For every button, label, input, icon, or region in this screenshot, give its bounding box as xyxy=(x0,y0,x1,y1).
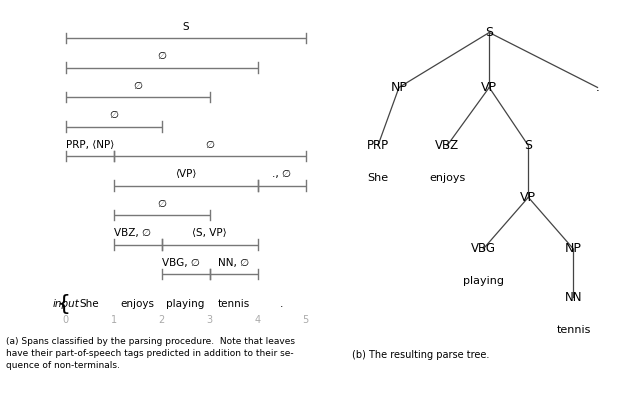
Text: NN: NN xyxy=(564,291,582,304)
Text: NP: NP xyxy=(565,243,582,256)
Text: PRP, ⟨NP⟩: PRP, ⟨NP⟩ xyxy=(66,139,114,150)
Text: .: . xyxy=(596,81,600,94)
Text: VP: VP xyxy=(520,191,536,204)
Text: S: S xyxy=(524,139,532,152)
Text: VBG: VBG xyxy=(470,243,496,256)
Text: 1: 1 xyxy=(111,315,116,325)
Text: ∅: ∅ xyxy=(133,81,142,91)
Text: 4: 4 xyxy=(255,315,260,325)
Text: ∅: ∅ xyxy=(157,51,166,61)
Text: input: input xyxy=(52,299,79,309)
Text: S: S xyxy=(182,22,189,31)
Text: 3: 3 xyxy=(207,315,212,325)
Text: tennis: tennis xyxy=(218,299,250,309)
Text: ., ∅: ., ∅ xyxy=(272,169,291,179)
Text: NN, ∅: NN, ∅ xyxy=(218,258,249,267)
Text: ⟨S, VP⟩: ⟨S, VP⟩ xyxy=(192,228,227,238)
Text: (a) Spans classified by the parsing procedure.  Note that leaves
have their part: (a) Spans classified by the parsing proc… xyxy=(6,337,296,370)
Text: VBZ: VBZ xyxy=(435,139,459,152)
Text: 5: 5 xyxy=(303,315,308,325)
Text: enjoys: enjoys xyxy=(429,173,465,183)
Text: ⟨VP⟩: ⟨VP⟩ xyxy=(175,169,196,179)
Text: playing: playing xyxy=(463,276,504,286)
Text: PRP: PRP xyxy=(367,139,389,152)
Text: tennis: tennis xyxy=(556,325,591,335)
Text: enjoys: enjoys xyxy=(120,299,155,309)
Text: NP: NP xyxy=(390,81,408,94)
Text: ∅: ∅ xyxy=(205,139,214,150)
Text: She: She xyxy=(367,173,388,183)
Text: VBZ, ∅: VBZ, ∅ xyxy=(114,228,150,238)
Text: 2: 2 xyxy=(159,315,164,325)
Text: 0: 0 xyxy=(63,315,68,325)
Text: She: She xyxy=(80,299,99,309)
Text: VP: VP xyxy=(481,81,497,94)
Text: ∅: ∅ xyxy=(157,199,166,209)
Text: playing: playing xyxy=(166,299,205,309)
Text: .: . xyxy=(280,299,284,309)
Text: ∅: ∅ xyxy=(109,110,118,120)
Text: S: S xyxy=(485,26,493,39)
Text: VBG, ∅: VBG, ∅ xyxy=(162,258,200,267)
Text: (b) The resulting parse tree.: (b) The resulting parse tree. xyxy=(352,350,490,360)
Text: {: { xyxy=(56,294,70,314)
